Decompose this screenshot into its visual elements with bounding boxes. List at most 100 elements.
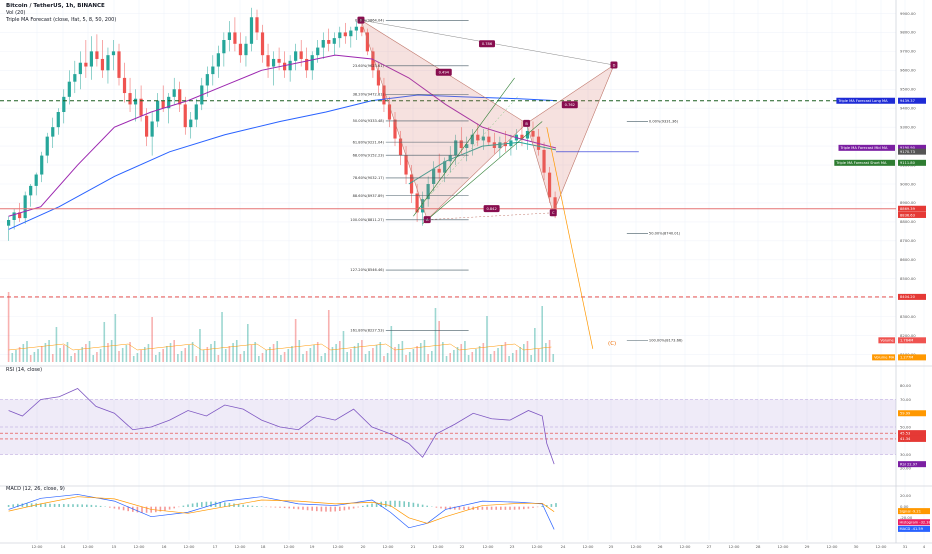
volume-bar xyxy=(361,340,363,362)
macd-histogram-bar xyxy=(114,507,116,509)
rsi-tag-label: 59.99 xyxy=(900,412,911,416)
macd-histogram-bar xyxy=(445,507,447,509)
macd-histogram-bar xyxy=(164,507,166,511)
rsi-axis-tick: 80.00 xyxy=(900,383,911,388)
rsi-tag-label: 41.34 xyxy=(900,437,911,441)
price-axis-tick: 9800.00 xyxy=(900,30,916,35)
volume-bar xyxy=(115,314,117,362)
macd-histogram-bar xyxy=(275,507,277,508)
rsi-tag-label: 45.53 xyxy=(900,431,910,435)
candle-body xyxy=(289,61,292,70)
forecast-legend: Triple MA Forecast (close, Ifat, 5, 8, 5… xyxy=(5,17,116,23)
candle-body xyxy=(68,82,71,97)
volume-bar xyxy=(48,340,50,362)
volume-bar xyxy=(416,346,418,362)
volume-bar xyxy=(424,340,426,362)
volume-bar xyxy=(140,350,142,362)
candle-body xyxy=(266,55,269,66)
volume-bar xyxy=(350,349,352,362)
time-axis-label: 21 xyxy=(411,544,416,549)
volume-bar xyxy=(335,344,337,362)
time-axis-label: 28 xyxy=(756,544,761,549)
volume-bar xyxy=(118,351,120,362)
candle-body xyxy=(294,51,297,60)
time-axis-label: 12:00 xyxy=(827,544,839,549)
candle-body xyxy=(35,175,38,186)
macd-histogram-bar xyxy=(408,502,410,507)
price-tag-value: 9111.80 xyxy=(900,161,916,165)
time-axis-label: 16 xyxy=(162,544,167,549)
volume-bar xyxy=(413,349,415,362)
macd-histogram-bar xyxy=(288,507,290,509)
volume-bar xyxy=(545,343,547,362)
price-axis-tick: 9000.00 xyxy=(900,181,916,186)
candle-body xyxy=(410,175,413,194)
fib-label: 100.00%(8173.66) xyxy=(649,339,683,343)
time-axis-label: 18 xyxy=(261,544,266,549)
volume-legend: Vol (20) xyxy=(6,10,25,16)
volume-bar xyxy=(475,349,477,362)
fib-label: 88.60%(8937.89) xyxy=(353,194,385,198)
volume-bar xyxy=(471,352,473,362)
volume-bar xyxy=(523,344,525,362)
macd-histogram-bar xyxy=(229,503,231,507)
volume-bar xyxy=(265,350,267,362)
volume-bar xyxy=(218,355,220,362)
fib-label: 50.00%(9333.48) xyxy=(353,119,385,123)
volume-bar xyxy=(251,345,253,362)
volume-bar xyxy=(262,353,264,362)
candle-body xyxy=(173,89,176,97)
macd-histogram-bar xyxy=(436,507,438,508)
macd-histogram-bar xyxy=(77,504,79,507)
macd-histogram-bar xyxy=(532,507,534,508)
volume-bar xyxy=(192,342,194,362)
macd-histogram-bar xyxy=(49,504,51,507)
price-axis-tick: 9500.00 xyxy=(900,87,916,92)
fib-label: 50.00%(8740.01) xyxy=(649,231,681,235)
volume-bar xyxy=(247,324,249,362)
volume-bar xyxy=(107,343,109,362)
volume-bar xyxy=(379,342,381,362)
fib-label: 0.00%(9864.04) xyxy=(355,18,385,22)
macd-histogram-bar xyxy=(45,504,47,507)
volume-bar xyxy=(387,353,389,362)
macd-histogram-bar xyxy=(196,503,198,507)
candle-body xyxy=(239,44,242,55)
volume-bar xyxy=(534,328,536,362)
macd-histogram-bar xyxy=(311,507,313,511)
candle-body xyxy=(84,63,87,67)
candle-body xyxy=(277,59,280,63)
time-axis-label: 29 xyxy=(805,544,810,549)
candle-body xyxy=(360,27,363,33)
macd-histogram-bar xyxy=(137,507,139,513)
macd-tag-label: Histogram -32.38 xyxy=(900,521,932,525)
volume-bar xyxy=(460,344,462,362)
volume-bar xyxy=(63,345,65,362)
fib-label: 100.00%(8811.27) xyxy=(350,218,384,222)
macd-histogram-bar xyxy=(339,507,341,511)
candle-body xyxy=(333,38,336,44)
volume-bar xyxy=(221,312,223,362)
price-tag-label: Triple MA Forecast Mid MA xyxy=(840,146,888,150)
macd-histogram-bar xyxy=(509,507,511,510)
candle-body xyxy=(145,116,148,137)
volume-bar xyxy=(449,353,451,362)
ratio-label: 0.762 xyxy=(565,103,575,107)
volume-bar xyxy=(497,348,499,362)
macd-histogram-bar xyxy=(551,504,553,507)
volume-bar xyxy=(170,343,172,362)
macd-histogram-bar xyxy=(298,507,300,510)
chart-title: Bitcoin / TetherUS, 1h, BINANCE xyxy=(6,3,105,9)
volume-bar xyxy=(59,348,61,362)
macd-histogram-bar xyxy=(81,504,83,507)
time-axis-label: 31 xyxy=(903,544,908,549)
candle-body xyxy=(46,137,49,156)
volume-bar xyxy=(368,351,370,362)
volume-bar xyxy=(328,310,330,362)
volume-bar xyxy=(310,348,312,362)
time-axis-label: 12:00 xyxy=(32,544,44,549)
volume-bar xyxy=(30,355,32,362)
time-axis-label: 12:00 xyxy=(134,544,146,549)
candle-body xyxy=(128,93,131,104)
